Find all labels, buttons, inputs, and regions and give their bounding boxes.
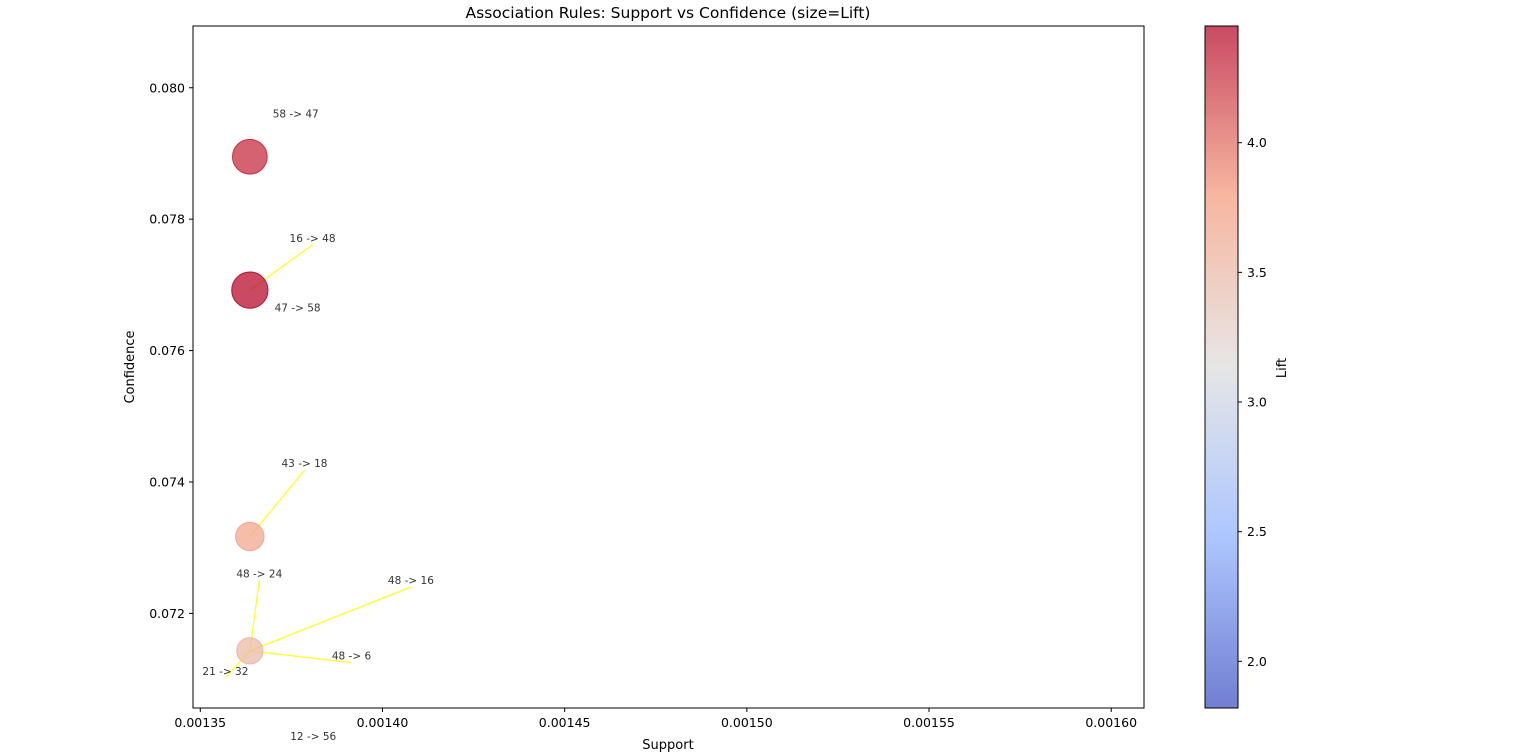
scatter-points (231, 138, 269, 665)
annotation-label: 48 -> 16 (388, 575, 434, 587)
x-tick-label: 0.00155 (903, 715, 955, 730)
y-axis-label: Confidence (123, 330, 138, 403)
colorbar-ticks: 2.0 2.5 3.0 3.5 4.0 (1238, 135, 1267, 669)
x-axis-label: Support (642, 738, 693, 753)
x-tick-label: 0.00150 (721, 715, 773, 730)
colorbar-tick-label: 2.0 (1247, 654, 1267, 669)
x-tick-label: 0.00145 (539, 715, 591, 730)
scatter-point (235, 521, 265, 552)
colorbar-tick-label: 3.5 (1247, 265, 1267, 280)
annotation-label: 48 -> 6 (332, 651, 372, 663)
annotation-label: 12 -> 56 (290, 731, 336, 743)
annotation-label: 48 -> 24 (236, 569, 282, 581)
y-tick-label: 0.074 (149, 474, 185, 489)
y-tick-label: 0.080 (149, 80, 185, 95)
scatter-point (236, 637, 264, 665)
colorbar-gradient (1205, 26, 1238, 708)
colorbar-frame (1204, 25, 1239, 709)
y-tick-label: 0.072 (149, 606, 185, 621)
annotation-arrow (249, 586, 412, 652)
x-axis-ticks: 0.00135 0.00140 0.00145 0.00150 0.00155 0.001… (174, 708, 1137, 730)
annotation-label: 43 -> 18 (282, 458, 328, 470)
annotation-label: 47 -> 58 (275, 302, 321, 314)
colorbar-tick-label: 3.0 (1247, 395, 1267, 410)
plot-area (192, 25, 1145, 709)
scatter-point (231, 138, 268, 175)
colorbar: 2.0 2.5 3.0 3.5 4.0 Lift (1204, 25, 1290, 709)
colorbar-tick-label: 2.5 (1247, 524, 1267, 539)
annotation-label: 16 -> 48 (290, 233, 336, 245)
y-tick-label: 0.076 (149, 343, 185, 358)
chart-title: Association Rules: Support vs Confidence… (466, 4, 871, 22)
annotation-label: 58 -> 47 (273, 109, 319, 121)
y-tick-label: 0.078 (149, 212, 185, 227)
annotation-labels: 58 -> 47 16 -> 48 47 -> 58 43 -> 18 48 -> 24… (202, 109, 434, 743)
x-tick-label: 0.00135 (174, 715, 226, 730)
colorbar-label: Lift (1275, 358, 1290, 378)
annotation-arrow (249, 650, 352, 664)
colorbar-tick-label: 4.0 (1247, 135, 1267, 150)
scatter-point (231, 271, 269, 309)
annotation-label: 21 -> 32 (202, 666, 248, 678)
x-tick-label: 0.00140 (357, 715, 409, 730)
y-axis-ticks: 0.072 0.074 0.076 0.078 0.080 (149, 80, 193, 621)
x-tick-label: 0.00160 (1085, 715, 1137, 730)
